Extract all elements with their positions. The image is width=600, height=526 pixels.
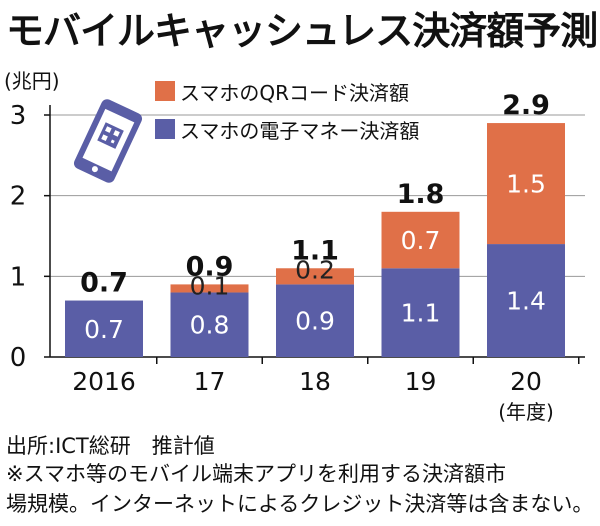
- chart-title: モバイルキャッシュレス決済額予測: [6, 9, 598, 53]
- footnote-line-2: 場規模。インターネットによるクレジット決済等は含まない。: [6, 492, 594, 516]
- total-label: 1.1: [291, 235, 339, 266]
- bar-segment: [65, 300, 143, 357]
- segment-label: 0.2: [295, 255, 335, 284]
- bar-segment: [170, 284, 249, 293]
- source-note: 出所:ICT総研 推計値: [6, 434, 215, 458]
- legend-label-emoney: スマホの電子マネー決済額: [180, 119, 419, 143]
- bar-segment: [381, 211, 460, 269]
- total-label: 2.9: [502, 90, 550, 121]
- segment-label: 0.8: [190, 311, 230, 340]
- segment-label: 0.7: [401, 226, 441, 255]
- bar-segment: [276, 284, 354, 357]
- segment-label: 1.5: [506, 170, 546, 199]
- y-unit-label: (兆円): [4, 69, 60, 93]
- segment-label: 1.1: [401, 299, 441, 328]
- y-tick-label: 3: [10, 101, 27, 131]
- smartphone-qr-icon: [73, 99, 143, 183]
- bar-segment: [381, 268, 460, 357]
- segment-label: 1.4: [506, 287, 546, 316]
- x-tick-label: 17: [194, 367, 226, 396]
- bar-segment: [170, 292, 249, 357]
- legend-label-qr: スマホのQRコード決済額: [180, 81, 409, 105]
- segment-label: 0.1: [190, 271, 230, 300]
- y-tick-label: 0: [10, 343, 27, 373]
- bar-segment: [276, 268, 354, 285]
- x-tick-label: 2016: [72, 367, 136, 396]
- x-unit-label: (年度): [498, 400, 554, 424]
- bar-segment: [487, 123, 565, 245]
- segment-label: 0.9: [295, 307, 335, 336]
- footnote-line-1: ※スマホ等のモバイル端末アプリを利用する決済額市: [6, 462, 506, 486]
- legend-swatch-emoney: [155, 119, 175, 139]
- y-tick-label: 1: [10, 262, 27, 292]
- x-tick-label: 19: [405, 367, 437, 396]
- segment-label: 0.7: [84, 315, 124, 344]
- legend-swatch-qr: [155, 81, 175, 101]
- bar-segment: [487, 244, 565, 357]
- total-label: 0.7: [80, 268, 128, 299]
- total-label: 0.9: [186, 251, 234, 282]
- legend: スマホのQRコード決済額 スマホの電子マネー決済額: [155, 81, 419, 143]
- x-tick-label: 20: [510, 367, 542, 396]
- y-tick-label: 2: [10, 182, 27, 212]
- x-tick-label: 18: [299, 367, 331, 396]
- total-label: 1.8: [397, 179, 445, 210]
